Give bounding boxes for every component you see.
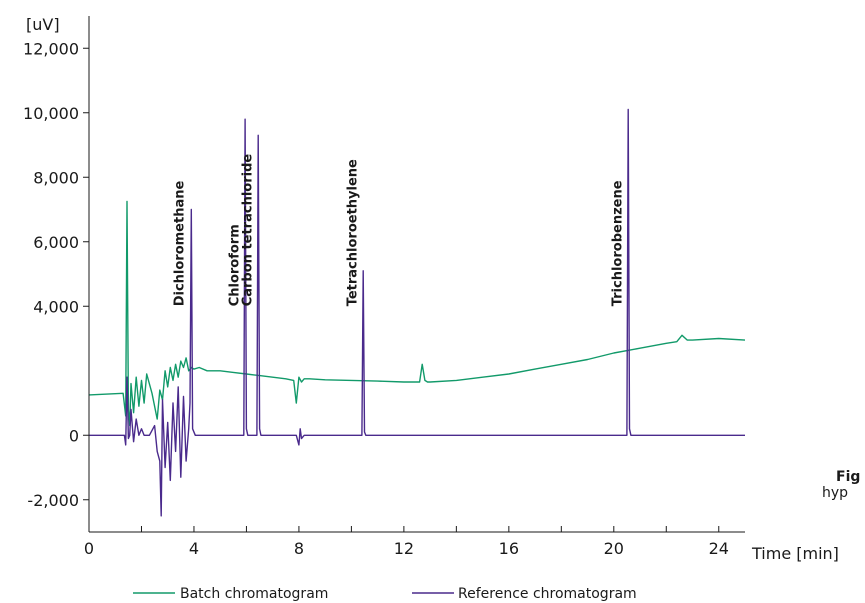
legend: Batch chromatogram Reference chromatogra… [133, 586, 637, 602]
figure-caption: Fig hyp [822, 469, 860, 501]
x-tick-label: 0 [84, 539, 94, 558]
y-tick-label: -2,000 [27, 491, 79, 510]
caption-line-1: Fig [836, 469, 860, 485]
legend-item-batch: Batch chromatogram [133, 586, 328, 602]
y-tick-label: 10,000 [23, 104, 79, 123]
peak-label: Trichlorobenzene [611, 180, 626, 306]
reference-chromatogram-line [89, 108, 745, 517]
x-tick-label: 16 [499, 539, 519, 558]
legend-label-reference: Reference chromatogram [458, 586, 637, 602]
x-tick-label: 8 [294, 539, 304, 558]
x-ticks: 0 4 8 12 16 20 24 [84, 526, 729, 558]
batch-chromatogram-line [88, 200, 746, 427]
y-tick-label: 0 [69, 426, 79, 445]
y-tick-label: 8,000 [33, 168, 79, 187]
y-ticks: -2,000 0 4,000 6,000 8,000 10,000 12,000 [23, 39, 89, 510]
x-axis-title: Time [min] [751, 544, 839, 563]
x-tick-label: 24 [709, 539, 729, 558]
caption-line-2: hyp [822, 485, 848, 501]
peak-label: Dichloromethane [172, 181, 187, 307]
x-tick-label: 4 [189, 539, 199, 558]
y-axis-title: [uV] [26, 15, 60, 34]
x-tick-label: 20 [604, 539, 624, 558]
legend-label-batch: Batch chromatogram [180, 586, 328, 602]
plot-lines [88, 108, 746, 517]
y-tick-label: 12,000 [23, 39, 79, 58]
peak-label: Carbon tetrachloride [241, 154, 256, 307]
peak-label: Tetrachloroethylene [346, 159, 361, 306]
legend-item-reference: Reference chromatogram [412, 586, 637, 602]
x-tick-label: 12 [394, 539, 414, 558]
peak-label: Chloroform [227, 224, 242, 306]
y-tick-label: 4,000 [33, 297, 79, 316]
y-tick-label: 6,000 [33, 233, 79, 252]
